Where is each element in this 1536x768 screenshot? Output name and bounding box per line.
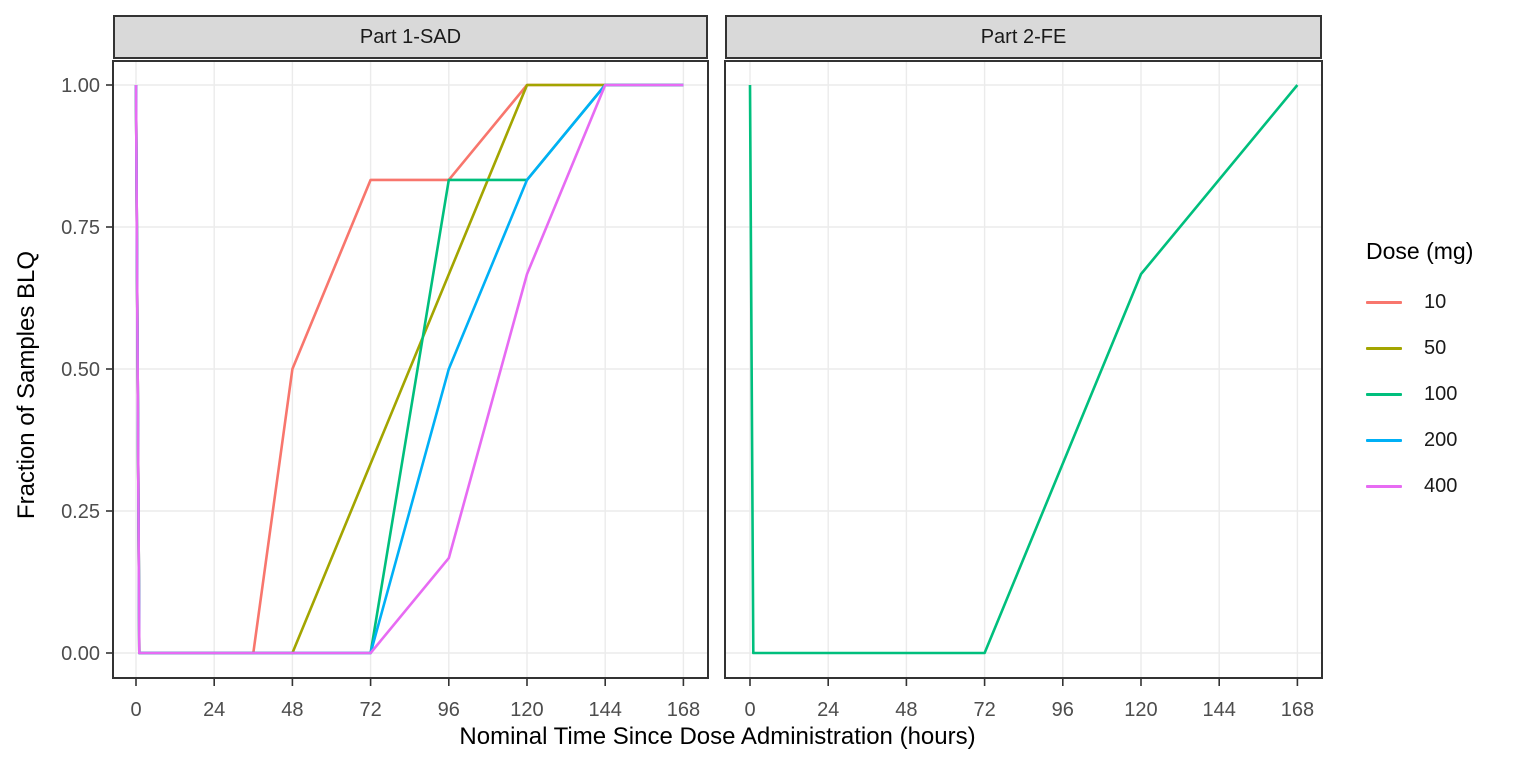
x-tick-label: 144 [1203, 699, 1236, 721]
legend-key-line [1366, 346, 1402, 350]
legend-key-line [1366, 438, 1402, 442]
legend-item-dose-200: 200 [1366, 417, 1473, 463]
x-tick-label: 24 [203, 699, 225, 721]
y-tick-label: 0.50 [61, 359, 100, 381]
legend-item-dose-100: 100 [1366, 371, 1473, 417]
x-tick-label: 0 [744, 699, 755, 721]
x-tick-label: 168 [667, 699, 700, 721]
x-tick-label: 144 [589, 699, 622, 721]
y-tick-label: 0.25 [61, 501, 100, 523]
series-line-dose-400 [134, 83, 684, 655]
legend-item-label: 400 [1424, 474, 1458, 497]
legend-item-label: 200 [1424, 428, 1458, 451]
x-tick-label: 48 [281, 699, 303, 721]
legend-item-label: 10 [1424, 290, 1447, 313]
facet-strip-part2-fe: Part 2-FE [725, 15, 1322, 59]
x-tick-label: 96 [1052, 699, 1074, 721]
legend: Dose (mg) 10 50 100 200 400 [1366, 238, 1473, 509]
legend-items: 10 50 100 200 400 [1366, 279, 1473, 509]
y-tick-label: 0.00 [61, 643, 100, 665]
facet-strip-label: Part 1-SAD [359, 25, 462, 48]
legend-key-line [1366, 392, 1402, 396]
panel-border [724, 60, 1323, 679]
y-tick-label: 0.75 [61, 217, 100, 239]
legend-item-dose-10: 10 [1366, 279, 1473, 325]
x-tick-label: 0 [130, 699, 141, 721]
x-tick-label: 24 [817, 699, 839, 721]
y-tick-label: 1.00 [61, 75, 100, 97]
legend-item-dose-400: 400 [1366, 463, 1473, 509]
series-line-dose-100 [748, 84, 1299, 655]
x-tick-label: 72 [973, 699, 995, 721]
x-tick-label: 72 [359, 699, 381, 721]
legend-key-line [1366, 300, 1402, 304]
x-tick-label: 96 [438, 699, 460, 721]
legend-key-line [1366, 484, 1402, 488]
y-axis-title: Fraction of Samples BLQ [13, 250, 40, 520]
facet-strip-label: Part 2-FE [980, 25, 1067, 48]
x-tick-label: 168 [1281, 699, 1314, 721]
x-axis-title: Nominal Time Since Dose Administration (… [459, 723, 976, 750]
x-tick-label: 120 [510, 699, 543, 721]
x-tick-label: 120 [1124, 699, 1157, 721]
legend-title: Dose (mg) [1366, 238, 1474, 264]
legend-item-dose-50: 50 [1366, 325, 1473, 371]
x-tick-label: 48 [895, 699, 917, 721]
facet-strip-part1-sad: Part 1-SAD [113, 15, 708, 59]
legend-item-label: 100 [1424, 382, 1458, 405]
legend-item-label: 50 [1424, 336, 1447, 359]
